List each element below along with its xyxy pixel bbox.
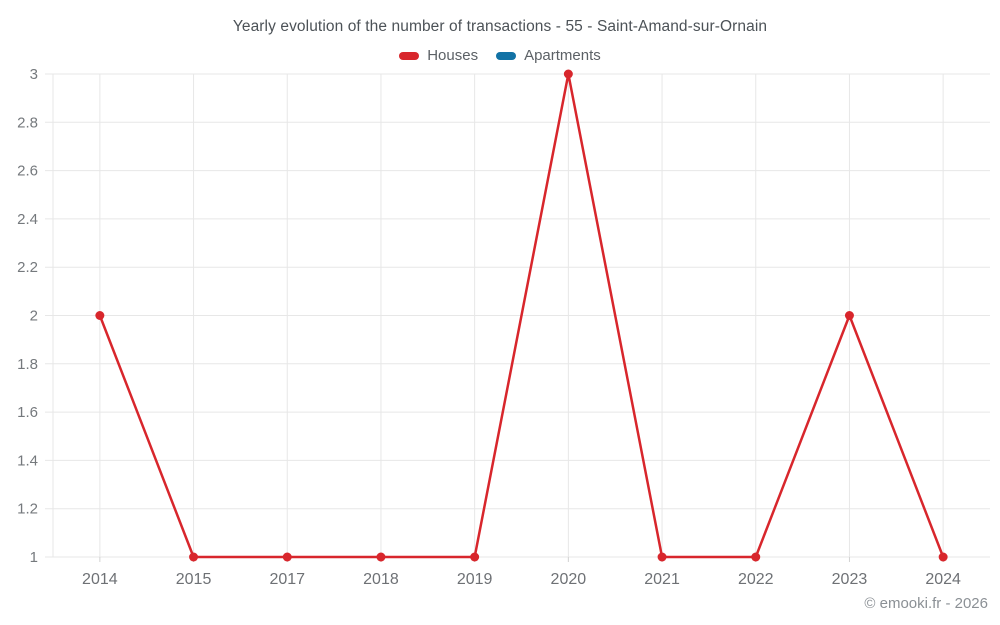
- x-axis-tick-label: 2020: [551, 571, 587, 588]
- y-axis-tick-label: 2.8: [17, 114, 38, 131]
- copyright: © emooki.fr - 2026: [864, 595, 988, 612]
- y-axis-tick-label: 3: [30, 66, 38, 83]
- houses-data-point[interactable]: [470, 552, 480, 562]
- apartments-legend-label: Apartments: [524, 47, 601, 64]
- houses-data-point[interactable]: [376, 552, 386, 562]
- y-axis-tick-label: 1.6: [17, 404, 38, 421]
- houses-data-point[interactable]: [95, 311, 105, 320]
- x-axis-tick-label: 2024: [925, 571, 961, 588]
- legend-item-apartments[interactable]: Apartments: [496, 47, 601, 64]
- y-axis-tick-label: 2.4: [17, 211, 38, 228]
- y-axis-tick-label: 2.6: [17, 163, 38, 180]
- houses-data-point[interactable]: [751, 552, 761, 562]
- houses-data-point[interactable]: [282, 552, 292, 562]
- y-axis-tick-label: 2.2: [17, 259, 38, 276]
- chart-title: Yearly evolution of the number of transa…: [232, 18, 768, 35]
- x-axis-tick-label: 2022: [738, 571, 774, 588]
- apartments-legend-swatch: [496, 51, 517, 60]
- y-axis-tick-label: 2: [30, 308, 38, 325]
- y-axis-tick-label: 1: [30, 549, 38, 566]
- houses-series-line: [98, 72, 945, 559]
- houses-data-point[interactable]: [657, 552, 667, 562]
- x-axis-tick-label: 2015: [176, 571, 212, 588]
- houses-data-point[interactable]: [563, 69, 573, 79]
- houses-data-point[interactable]: [938, 552, 948, 562]
- x-axis-tick-label: 2017: [269, 571, 305, 588]
- legend: Houses Apartments: [0, 47, 1000, 64]
- houses-legend-label: Houses: [427, 47, 479, 64]
- x-axis-tick-label: 2019: [457, 571, 493, 588]
- houses-legend-swatch: [399, 51, 420, 60]
- y-axis-tick-label: 1.4: [17, 452, 38, 469]
- x-axis-tick-label: 2023: [832, 571, 868, 588]
- houses-data-point[interactable]: [189, 552, 199, 562]
- y-axis-tick-label: 1.8: [17, 356, 38, 373]
- x-axis-tick-label: 2021: [644, 571, 680, 588]
- legend-item-houses[interactable]: Houses: [399, 47, 478, 64]
- x-axis-tick-label: 2018: [363, 571, 399, 588]
- houses-data-point[interactable]: [844, 311, 854, 320]
- y-axis-tick-label: 1.2: [17, 501, 38, 518]
- x-axis-tick-label: 2014: [82, 571, 118, 588]
